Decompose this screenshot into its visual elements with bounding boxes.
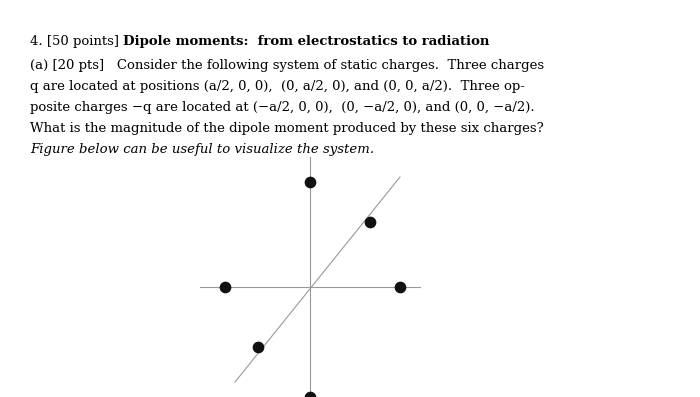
Point xyxy=(394,284,405,290)
Point xyxy=(365,219,376,225)
Text: (a) [20 pts]   Consider the following system of static charges.  Three charges: (a) [20 pts] Consider the following syst… xyxy=(30,59,544,72)
Point xyxy=(219,284,230,290)
Point xyxy=(304,394,316,397)
Text: 4. [50 points]: 4. [50 points] xyxy=(30,35,123,48)
Text: posite charges −q are located at (−a/2, 0, 0),  (0, −a/2, 0), and (0, 0, −a/2).: posite charges −q are located at (−a/2, … xyxy=(30,101,535,114)
Text: q are located at positions (a/2, 0, 0),  (0, a/2, 0), and (0, 0, a/2).  Three op: q are located at positions (a/2, 0, 0), … xyxy=(30,80,525,93)
Text: What is the magnitude of the dipole moment produced by these six charges?: What is the magnitude of the dipole mome… xyxy=(30,122,544,135)
Point xyxy=(253,344,264,350)
Text: Figure below can be useful to visualize the system.: Figure below can be useful to visualize … xyxy=(30,143,374,156)
Point xyxy=(304,179,316,185)
Text: Dipole moments:  from electrostatics to radiation: Dipole moments: from electrostatics to r… xyxy=(123,35,489,48)
